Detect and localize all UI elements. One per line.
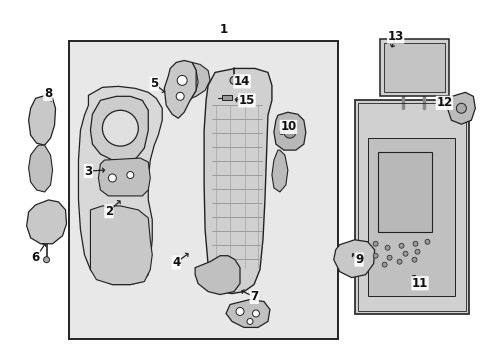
Circle shape xyxy=(402,251,407,256)
Text: 5: 5 xyxy=(150,77,158,90)
Circle shape xyxy=(372,241,377,246)
Polygon shape xyxy=(78,86,162,285)
Text: 14: 14 xyxy=(233,75,250,88)
Text: 7: 7 xyxy=(250,291,258,303)
Circle shape xyxy=(246,319,252,324)
Bar xyxy=(377,152,431,232)
Polygon shape xyxy=(333,240,374,278)
Circle shape xyxy=(108,174,116,182)
Circle shape xyxy=(411,257,416,262)
Text: 3: 3 xyxy=(84,165,92,177)
Polygon shape xyxy=(98,158,150,196)
Circle shape xyxy=(252,310,259,317)
Circle shape xyxy=(386,255,391,260)
Text: 2: 2 xyxy=(104,205,113,218)
Circle shape xyxy=(385,245,389,250)
Circle shape xyxy=(398,243,403,248)
Text: 10: 10 xyxy=(280,121,296,134)
Text: 11: 11 xyxy=(411,277,427,290)
Circle shape xyxy=(455,103,466,113)
Circle shape xyxy=(102,110,138,146)
Bar xyxy=(354,100,468,315)
Text: 6: 6 xyxy=(32,251,40,264)
Text: 8: 8 xyxy=(44,87,52,100)
Text: 15: 15 xyxy=(238,94,255,107)
Circle shape xyxy=(372,253,377,258)
Circle shape xyxy=(236,307,244,315)
Text: 13: 13 xyxy=(387,30,403,43)
Circle shape xyxy=(177,75,187,85)
Circle shape xyxy=(424,239,429,244)
Polygon shape xyxy=(90,206,152,285)
Circle shape xyxy=(381,262,386,267)
Text: 12: 12 xyxy=(435,96,451,109)
Text: 4: 4 xyxy=(172,256,180,269)
Text: 1: 1 xyxy=(219,23,227,36)
Bar xyxy=(357,103,466,311)
Circle shape xyxy=(126,171,134,179)
Polygon shape xyxy=(90,96,148,162)
Bar xyxy=(222,95,232,100)
Circle shape xyxy=(414,249,419,254)
Bar xyxy=(379,39,448,96)
Polygon shape xyxy=(29,95,56,145)
Circle shape xyxy=(412,241,417,246)
Bar xyxy=(367,138,454,296)
Text: 9: 9 xyxy=(354,253,363,266)
Polygon shape xyxy=(273,112,305,150)
Polygon shape xyxy=(186,62,210,100)
Polygon shape xyxy=(29,145,52,192)
Bar xyxy=(68,41,337,339)
Polygon shape xyxy=(271,150,287,192)
Circle shape xyxy=(229,76,238,84)
Polygon shape xyxy=(225,300,269,328)
Polygon shape xyxy=(26,200,66,244)
Polygon shape xyxy=(447,92,474,124)
Polygon shape xyxy=(164,60,196,118)
Circle shape xyxy=(43,257,49,263)
Circle shape xyxy=(176,92,184,100)
Circle shape xyxy=(284,126,295,138)
Polygon shape xyxy=(203,68,271,293)
Polygon shape xyxy=(195,256,240,294)
Circle shape xyxy=(396,259,401,264)
Bar xyxy=(383,42,445,92)
